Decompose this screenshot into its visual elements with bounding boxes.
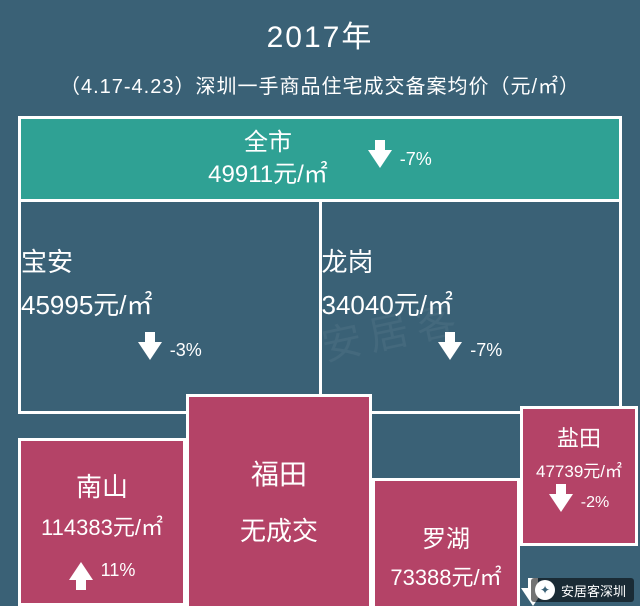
- luohu-name: 罗湖: [375, 519, 517, 554]
- baoan-name: 宝安: [21, 242, 319, 279]
- nanshan-price: 114383元/㎡: [21, 510, 183, 542]
- footer-label: 安居客深圳: [561, 581, 626, 600]
- wechat-icon: ✦: [535, 580, 555, 600]
- city-name: 全市: [208, 127, 328, 159]
- nanshan-change-pct: 11%: [101, 560, 136, 581]
- arrow-up-icon: [69, 562, 93, 580]
- luohu-price: 73388元/㎡: [375, 560, 517, 592]
- longgang-price: 34040元/㎡: [322, 285, 620, 322]
- nanshan-box: 南山 114383元/㎡ 11%: [18, 438, 186, 606]
- yantian-name: 盐田: [523, 421, 635, 453]
- header-subtitle: （4.17-4.23）深圳一手商品住宅成交备案均价（元/㎡）: [0, 70, 640, 99]
- footer-source: ✦ 安居客深圳: [531, 578, 634, 602]
- futian-name: 福田: [189, 453, 369, 493]
- baoan-change-pct: -3%: [170, 340, 202, 361]
- baoan-box: 宝安 45995元/㎡ -3%: [18, 202, 319, 414]
- arrow-down-icon: [438, 342, 462, 360]
- nanshan-change: 11%: [21, 560, 183, 581]
- longgang-box: 龙岗 34040元/㎡ -7%: [319, 202, 623, 414]
- city-summary-box: 全市 49911元/㎡ -7%: [18, 116, 622, 202]
- city-change: -7%: [368, 149, 432, 170]
- baoan-change: -3%: [21, 340, 319, 361]
- yantian-change-pct: -2%: [581, 494, 609, 512]
- futian-box: 福田 无成交: [186, 394, 372, 606]
- header-title: 2017年: [0, 12, 640, 56]
- longgang-name: 龙岗: [322, 242, 620, 279]
- yantian-change: -2%: [523, 494, 635, 512]
- luohu-box: 罗湖 73388元/㎡: [372, 478, 520, 606]
- longgang-change-pct: -7%: [470, 340, 502, 361]
- longgang-change: -7%: [322, 340, 620, 361]
- arrow-down-icon: [549, 494, 573, 512]
- yantian-price: 47739元/㎡: [523, 457, 635, 482]
- city-change-pct: -7%: [400, 149, 432, 170]
- baoan-price: 45995元/㎡: [21, 285, 319, 322]
- yantian-box: 盐田 47739元/㎡ -2%: [520, 406, 638, 546]
- arrow-down-icon: [138, 342, 162, 360]
- header: 2017年 （4.17-4.23）深圳一手商品住宅成交备案均价（元/㎡）: [0, 0, 640, 99]
- nanshan-name: 南山: [21, 467, 183, 504]
- arrow-down-icon: [368, 150, 392, 168]
- city-price: 49911元/㎡: [208, 159, 328, 191]
- top-districts-row: 宝安 45995元/㎡ -3% 龙岗 34040元/㎡ -7%: [18, 202, 622, 414]
- futian-none: 无成交: [189, 511, 369, 548]
